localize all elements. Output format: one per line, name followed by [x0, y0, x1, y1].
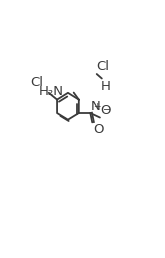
Text: O: O — [100, 104, 111, 117]
Text: H₂N: H₂N — [39, 85, 64, 99]
Text: O: O — [93, 123, 103, 136]
Text: +: + — [93, 102, 101, 111]
Text: Cl: Cl — [30, 76, 43, 89]
Text: Cl: Cl — [97, 60, 110, 73]
Text: N: N — [91, 100, 100, 113]
Text: H: H — [101, 80, 111, 93]
Text: −: − — [103, 105, 111, 115]
